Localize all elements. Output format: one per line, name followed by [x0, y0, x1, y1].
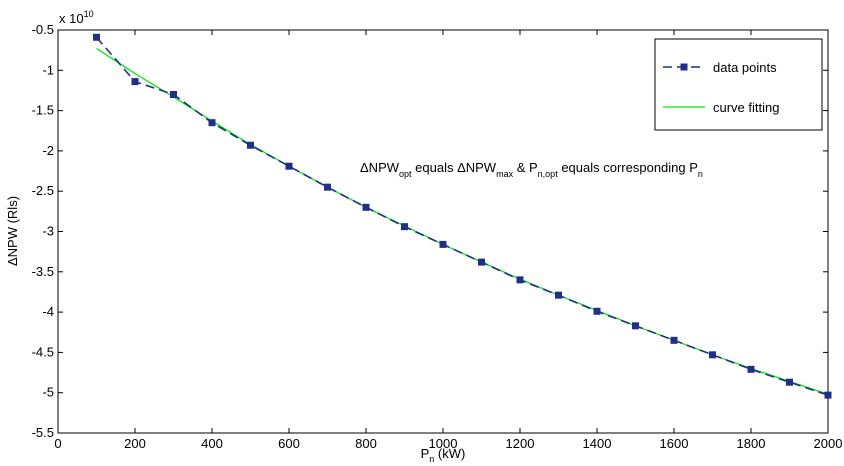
data-point-marker — [747, 365, 755, 373]
y-tick-label: -3.5 — [32, 264, 54, 279]
x-axis-label: Pn (kW) — [421, 446, 466, 464]
data-point-marker — [516, 276, 524, 284]
data-point-marker — [401, 223, 408, 231]
x-tick-label: 1600 — [660, 436, 689, 451]
y-tick-label: -3 — [42, 224, 54, 239]
x-tick-label: 600 — [278, 436, 300, 451]
x-tick-label: 1200 — [506, 436, 535, 451]
series-line-data-points — [95, 36, 829, 396]
annotation-subscript: n — [698, 169, 703, 179]
legend-marker — [680, 63, 688, 71]
y-tick-label: -1 — [42, 62, 54, 77]
y-axis-label: ΔNPW (Rls) — [5, 196, 20, 266]
legend: data points curve fitting — [654, 38, 823, 131]
x-tick-label: 1400 — [583, 436, 612, 451]
y-tick-label: -4 — [42, 304, 54, 319]
data-point-marker — [362, 203, 370, 211]
annotation-subscript: max — [496, 169, 514, 179]
y-tick-label: -2.5 — [32, 183, 54, 198]
y-tick-label: -5 — [42, 385, 54, 400]
legend-label: curve fitting — [713, 100, 779, 115]
data-point-marker — [632, 322, 639, 330]
data-point-marker — [555, 291, 562, 299]
x-tick-label: 1800 — [737, 436, 766, 451]
data-point-marker — [93, 33, 100, 41]
x-tick-label: 2000 — [814, 436, 843, 451]
annotation-text: ΔNPW — [360, 160, 400, 175]
annotation-text: equals corresponding P — [558, 160, 698, 175]
y-tick-label: -5.5 — [32, 425, 54, 440]
data-point-marker — [824, 391, 832, 399]
x-axis-ticks: 0 200 400 600 800 1000 1200 1400 1600 1800 2000 — [54, 30, 842, 451]
data-point-marker — [208, 119, 216, 127]
data-point-marker — [478, 258, 485, 266]
data-point-marker — [170, 90, 177, 98]
y-axis-multiplier: x 1010 — [59, 9, 94, 26]
y-axis-ticks: -5.5 -5 -4.5 -4 -3.5 -3 -2.5 -2 -1.5 -1 -0.5 — [32, 22, 828, 440]
x-tick-label: 0 — [54, 436, 61, 451]
series-layer — [93, 33, 832, 399]
chart-annotation: ΔNPWopt equals ΔNPWmax & Pn,opt equals c… — [360, 160, 703, 179]
y-tick-label: -0.5 — [32, 22, 54, 37]
x-tick-label: 800 — [355, 436, 377, 451]
annotation-text: equals ΔNPW — [412, 160, 497, 175]
data-point-marker — [593, 307, 601, 315]
data-point-marker — [247, 141, 254, 149]
legend-box — [654, 38, 823, 131]
y-tick-label: -4.5 — [32, 344, 54, 359]
y-tick-label: -1.5 — [32, 103, 54, 118]
x-tick-label: 200 — [124, 436, 146, 451]
data-point-marker — [709, 351, 716, 359]
y-tick-label: -2 — [42, 143, 54, 158]
data-point-marker — [324, 183, 331, 191]
data-point-marker — [285, 162, 293, 170]
data-point-marker — [439, 240, 447, 248]
x-tick-label: 1000 — [429, 436, 458, 451]
annotation-text: & P — [513, 160, 538, 175]
annotation-subscript: n,opt — [538, 169, 559, 179]
data-point-marker — [670, 336, 678, 344]
data-point-marker — [131, 78, 139, 86]
x-tick-label: 400 — [201, 436, 223, 451]
annotation-subscript: opt — [399, 169, 412, 179]
legend-label: data points — [713, 60, 777, 75]
data-point-marker — [786, 378, 793, 386]
